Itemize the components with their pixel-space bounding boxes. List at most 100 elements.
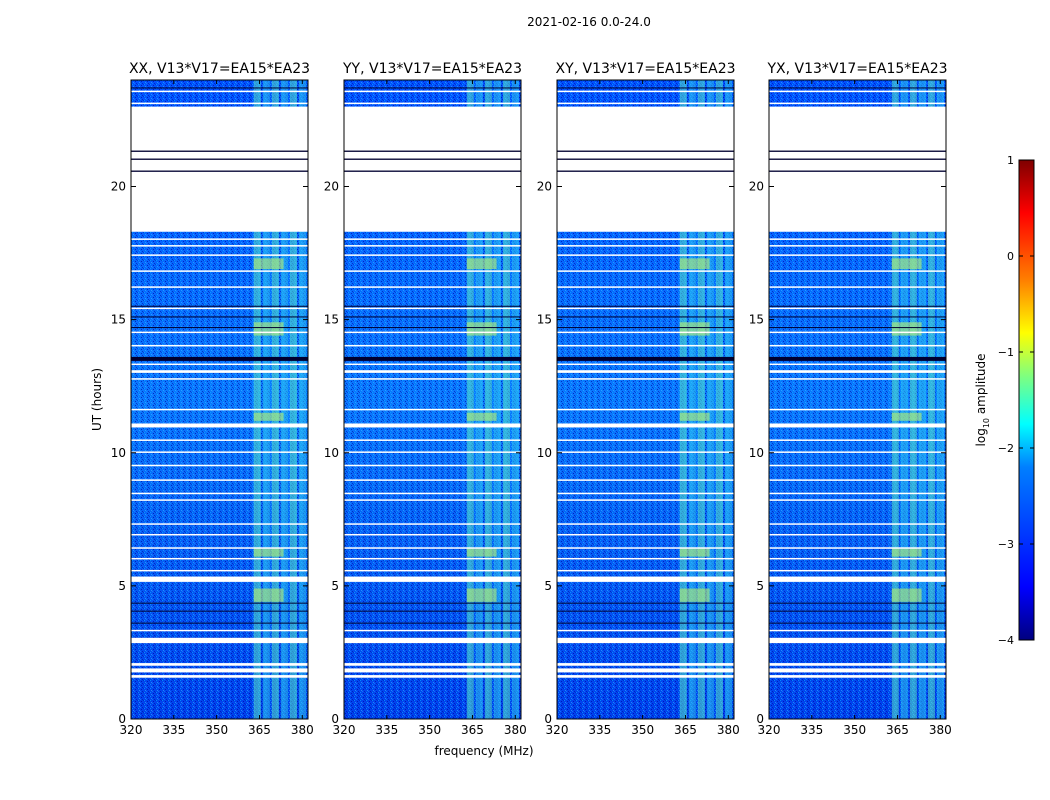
x-tick-label: 350 xyxy=(843,723,866,737)
flagged-row xyxy=(344,675,521,678)
dark-row xyxy=(557,356,734,361)
flagged-row xyxy=(769,370,946,373)
x-tick-label: 350 xyxy=(418,723,441,737)
rfi-hotspot xyxy=(679,588,710,602)
flagged-row xyxy=(769,102,946,105)
rfi-column xyxy=(493,80,501,719)
flagged-row xyxy=(344,451,521,453)
y-tick-label: 15 xyxy=(111,313,126,327)
rfi-column xyxy=(289,80,297,719)
rfi-column xyxy=(280,80,288,719)
y-tick-label: 20 xyxy=(324,180,339,194)
rfi-hotspot xyxy=(253,412,284,421)
colorbar-tick-label: 1 xyxy=(1007,154,1014,167)
x-tick-label: 380 xyxy=(929,723,952,737)
flagged-row xyxy=(344,307,521,310)
flagged-row xyxy=(769,363,946,366)
flagged-row xyxy=(557,629,734,632)
flagged-row xyxy=(131,102,308,105)
flagged-row xyxy=(344,439,521,441)
flagged-row xyxy=(769,331,946,334)
x-tick-label: 350 xyxy=(205,723,228,737)
dark-row xyxy=(557,622,734,624)
x-tick-label: 335 xyxy=(800,723,823,737)
flagged-row xyxy=(131,569,308,572)
flagged-row xyxy=(344,523,521,525)
y-tick-label: 20 xyxy=(111,180,126,194)
flagged-row xyxy=(131,499,308,501)
flagged-row xyxy=(131,270,308,272)
flagged-row xyxy=(557,576,734,582)
rfi-column xyxy=(936,80,944,719)
y-tick-label: 0 xyxy=(756,712,764,726)
y-tick-label: 10 xyxy=(749,446,764,460)
plot-frame xyxy=(768,79,947,720)
colorbar-tick-label: 0 xyxy=(1007,250,1014,263)
flagged-row xyxy=(769,238,946,240)
flagged-row xyxy=(131,557,308,560)
rfi-column xyxy=(484,80,492,719)
flagged-row xyxy=(131,439,308,441)
rfi-hotspot xyxy=(466,412,497,421)
x-tick-label: 365 xyxy=(248,723,271,737)
flagged-row xyxy=(557,557,734,560)
dark-row xyxy=(557,610,734,612)
y-tick-label: 5 xyxy=(756,579,764,593)
flagged-row xyxy=(344,102,521,105)
flagged-row xyxy=(557,479,734,481)
dark-row xyxy=(557,305,734,307)
y-tick-label: 5 xyxy=(118,579,126,593)
flagged-row xyxy=(344,344,521,347)
flagged-row xyxy=(557,663,734,666)
flagged-row xyxy=(557,254,734,256)
flagged-row xyxy=(557,363,734,366)
y-tick-label: 10 xyxy=(537,446,552,460)
x-tick-label: 365 xyxy=(461,723,484,737)
flagged-row xyxy=(131,547,308,549)
rfi-hotspot xyxy=(891,258,922,270)
y-tick-label: 0 xyxy=(118,712,126,726)
rfi-hotspot xyxy=(466,588,497,602)
flagged-row xyxy=(131,675,308,678)
flagged-row xyxy=(769,439,946,441)
flagged-row xyxy=(769,523,946,525)
figure-title: 2021-02-16 0.0-24.0 xyxy=(527,15,651,29)
dark-row xyxy=(769,305,946,307)
flagged-row xyxy=(557,637,734,644)
colorbar-tick-label: −4 xyxy=(998,634,1014,647)
y-tick-label: 15 xyxy=(749,313,764,327)
flagged-row xyxy=(344,238,521,240)
rfi-column xyxy=(724,80,732,719)
flagged-row xyxy=(557,533,734,536)
dark-row xyxy=(131,87,308,89)
rfi-column xyxy=(909,80,917,719)
dark-row xyxy=(769,610,946,612)
colorbar-tick-label: −1 xyxy=(998,346,1014,359)
rfi-hotspot xyxy=(253,588,284,602)
dark-row xyxy=(557,158,734,160)
panel-4: YX, V13*V17=EA15*EA23 320 335 350 365 380 0 5 10… xyxy=(749,61,952,737)
flagged-row xyxy=(557,423,734,428)
dark-row xyxy=(557,327,734,329)
flagged-row xyxy=(344,245,521,247)
rfi-hotspot xyxy=(679,258,710,270)
rfi-hotspot xyxy=(466,548,497,557)
x-tick-label: 335 xyxy=(588,723,611,737)
panel-title: YY, V13*V17=EA15*EA23 xyxy=(342,61,522,77)
dark-row xyxy=(557,316,734,318)
dark-row xyxy=(131,158,308,160)
x-tick-label: 335 xyxy=(375,723,398,737)
rfi-column xyxy=(466,80,474,719)
flagged-block xyxy=(557,106,734,232)
dark-row xyxy=(131,356,308,361)
flagged-row xyxy=(344,557,521,560)
dark-row xyxy=(131,316,308,318)
dark-row xyxy=(344,327,521,329)
flagged-row xyxy=(344,270,521,272)
y-tick-label: 10 xyxy=(324,446,339,460)
flagged-row xyxy=(131,492,308,495)
y-tick-label: 15 xyxy=(324,313,339,327)
flagged-row xyxy=(344,637,521,644)
flagged-row xyxy=(131,533,308,536)
flagged-row xyxy=(131,576,308,582)
